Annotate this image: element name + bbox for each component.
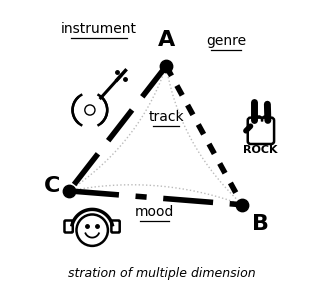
- Point: [164, 64, 169, 68]
- Text: ROCK: ROCK: [243, 145, 277, 155]
- Text: track: track: [148, 110, 184, 124]
- Text: C: C: [44, 176, 60, 196]
- Text: A: A: [157, 30, 175, 50]
- Text: B: B: [252, 214, 269, 234]
- Text: instrument: instrument: [61, 22, 137, 36]
- Text: stration of multiple dimension: stration of multiple dimension: [68, 267, 255, 280]
- Text: mood: mood: [135, 205, 174, 219]
- Point: [66, 189, 72, 193]
- Point: [240, 202, 245, 207]
- Text: genre: genre: [206, 34, 246, 48]
